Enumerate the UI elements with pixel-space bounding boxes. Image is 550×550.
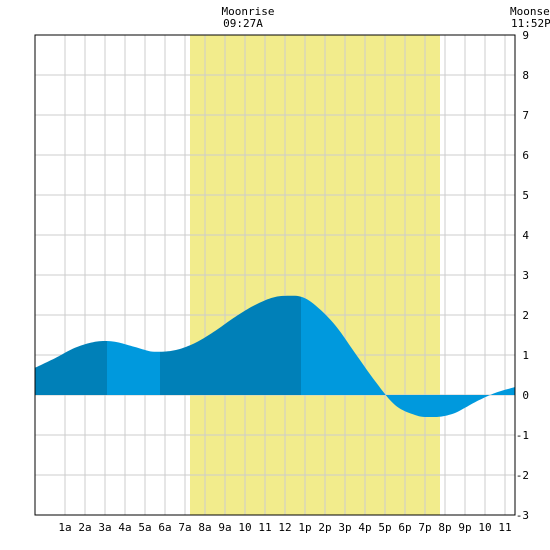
x-tick-label: 12 xyxy=(278,521,291,534)
x-tick-label: 5a xyxy=(138,521,151,534)
y-tick-label: 3 xyxy=(522,269,529,282)
x-tick-label: 2a xyxy=(78,521,91,534)
x-tick-label: 2p xyxy=(318,521,331,534)
y-tick-label: 4 xyxy=(522,229,529,242)
x-tick-label: 11 xyxy=(498,521,511,534)
x-tick-label: 8a xyxy=(198,521,211,534)
moonset-label: Moonset xyxy=(510,5,550,18)
y-tick-label: 1 xyxy=(522,349,529,362)
x-tick-label: 5p xyxy=(378,521,391,534)
y-tick-label: -3 xyxy=(516,509,529,522)
x-tick-label: 1a xyxy=(58,521,71,534)
y-tick-label: 2 xyxy=(522,309,529,322)
x-tick-label: 1p xyxy=(298,521,311,534)
x-tick-label: 6a xyxy=(158,521,171,534)
x-tick-label: 9a xyxy=(218,521,231,534)
y-tick-label: 9 xyxy=(522,29,529,42)
y-tick-label: -1 xyxy=(516,429,529,442)
y-tick-label: 0 xyxy=(522,389,529,402)
tide-area-segment xyxy=(107,341,160,395)
y-tick-label: 7 xyxy=(522,109,529,122)
x-tick-label: 3a xyxy=(98,521,111,534)
plot-frame xyxy=(34,34,516,516)
tide-area-segment xyxy=(160,295,301,395)
x-tick-label: 7p xyxy=(418,521,431,534)
x-tick-label: 10 xyxy=(238,521,251,534)
x-tick-label: 6p xyxy=(398,521,411,534)
x-tick-label: 4p xyxy=(358,521,371,534)
x-tick-label: 10 xyxy=(478,521,491,534)
tide-area-segment xyxy=(301,296,515,417)
x-tick-label: 7a xyxy=(178,521,191,534)
x-tick-label: 8p xyxy=(438,521,451,534)
moonrise-label: Moonrise xyxy=(222,5,275,18)
x-tick-label: 9p xyxy=(458,521,471,534)
tide-area-segment xyxy=(35,341,107,395)
y-tick-label: 5 xyxy=(522,189,529,202)
y-tick-label: -2 xyxy=(516,469,529,482)
x-tick-label: 4a xyxy=(118,521,131,534)
y-tick-label: 8 xyxy=(522,69,529,82)
x-tick-label: 3p xyxy=(338,521,351,534)
x-tick-label: 11 xyxy=(258,521,271,534)
moonrise-time: 09:27A xyxy=(223,17,263,30)
moonset-time: 11:52P xyxy=(511,17,550,30)
y-tick-label: 6 xyxy=(522,149,529,162)
